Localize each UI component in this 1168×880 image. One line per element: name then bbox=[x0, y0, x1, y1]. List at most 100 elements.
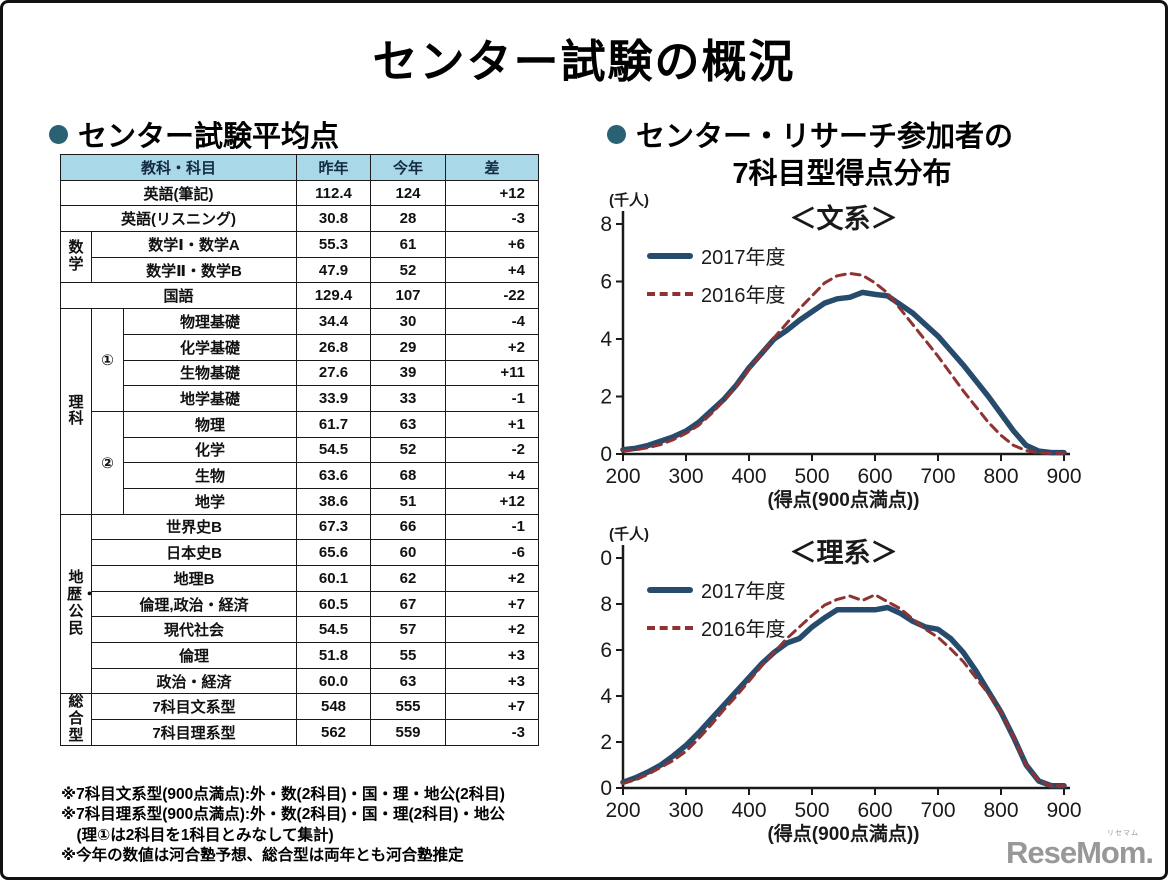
table-row: 数学 数学Ⅰ・数学A 55.3 61 +6 bbox=[60, 231, 539, 284]
cell-diff: -1 bbox=[445, 513, 539, 541]
chart-title-bunkei: ＜文系＞ bbox=[789, 204, 898, 234]
cell-this: 63 bbox=[370, 667, 446, 695]
legend: 2017年度 2016年度 bbox=[647, 575, 786, 642]
distribution-heading-line2: 7科目型得点分布 bbox=[732, 158, 952, 190]
cell-this: 29 bbox=[370, 333, 446, 361]
cell-diff: +12 bbox=[445, 179, 539, 207]
table-row: 英語(筆記) 112.4 124 +12 bbox=[60, 179, 539, 207]
cell-last: 562 bbox=[296, 719, 371, 746]
cell-this: 39 bbox=[370, 359, 446, 387]
table-row: 国語 129.4 107 -22 bbox=[60, 282, 539, 310]
cell-last: 38.6 bbox=[296, 487, 371, 515]
cell-diff: +4 bbox=[445, 256, 539, 284]
cell-last: 60.5 bbox=[296, 590, 371, 618]
cell-diff: +11 bbox=[445, 359, 539, 387]
svg-text:900: 900 bbox=[1046, 799, 1081, 822]
legend-row-2017: 2017年度 bbox=[647, 241, 786, 270]
table-row: 地学 38.6 51 +12 bbox=[61, 487, 539, 515]
cell-diff: -3 bbox=[445, 719, 539, 746]
table-row: 化学基礎 26.8 29 +2 bbox=[61, 333, 539, 361]
resemom-logo-text: ReseMom. bbox=[1005, 835, 1154, 870]
cell-this: 61 bbox=[370, 231, 446, 258]
cell-subject: 物理基礎 bbox=[123, 308, 297, 335]
cell-last: 27.6 bbox=[296, 359, 371, 387]
cell-diff: +3 bbox=[445, 642, 539, 669]
cell-subject: 生物 bbox=[123, 462, 297, 489]
chart-title-rikei: ＜理系＞ bbox=[789, 538, 898, 568]
col-header-subject: 教科・科目 bbox=[60, 154, 297, 181]
group-science: 理科 bbox=[60, 308, 92, 515]
cell-subject: 生物基礎 bbox=[123, 359, 297, 387]
chart-bunkei: (千人) ＜文系＞ 0 2 4 6 8 200 300 400 500 600 700 800 900 … bbox=[601, 189, 1111, 523]
cell-last: 60.1 bbox=[296, 565, 371, 592]
cell-last: 51.8 bbox=[296, 642, 371, 669]
svg-text:2: 2 bbox=[601, 386, 612, 409]
cell-subject: 化学 bbox=[123, 436, 297, 464]
cell-this: 52 bbox=[370, 256, 446, 284]
average-score-table: 教科・科目 昨年 今年 差 英語(筆記) 112.4 124 +12 英語(リス… bbox=[60, 154, 539, 746]
svg-text:700: 700 bbox=[920, 799, 955, 822]
group-math: 数学 bbox=[60, 231, 92, 284]
legend-row-2016: 2016年度 bbox=[647, 613, 786, 642]
chart-rikei: (千人) ＜理系＞ 0 2 4 6 8 10 200 300 400 500 600 700 800 90… bbox=[601, 523, 1111, 857]
svg-text:4: 4 bbox=[601, 328, 612, 351]
cell-diff: +2 bbox=[445, 333, 539, 361]
group-science-2: ② bbox=[91, 410, 124, 515]
y-axis-unit-label: (千人) bbox=[609, 192, 649, 209]
col-header-diff: 差 bbox=[445, 154, 539, 181]
svg-text:300: 300 bbox=[668, 465, 703, 488]
table-row: 倫理,政治・経済 60.5 67 +7 bbox=[61, 590, 539, 618]
svg-text:6: 6 bbox=[601, 639, 612, 662]
legend-line-2017-icon bbox=[647, 586, 693, 593]
cell-diff: -1 bbox=[445, 385, 539, 412]
bullet-icon bbox=[607, 124, 626, 144]
cell-subject: 数学Ⅱ・数学B bbox=[91, 256, 297, 284]
cell-this: 63 bbox=[370, 410, 446, 438]
col-header-this-year: 今年 bbox=[370, 154, 446, 181]
cell-subject: 地学基礎 bbox=[123, 385, 297, 412]
svg-text:300: 300 bbox=[668, 799, 703, 822]
cell-last: 55.3 bbox=[296, 231, 371, 258]
cell-diff: +7 bbox=[445, 693, 539, 721]
resemom-logo-furigana: リセマム bbox=[1107, 830, 1139, 837]
resemom-logo: リセマム ReseMom. bbox=[1005, 830, 1154, 871]
cell-last: 47.9 bbox=[296, 256, 371, 284]
cell-subject: 倫理 bbox=[91, 642, 297, 669]
cell-diff: +4 bbox=[445, 462, 539, 489]
table-header-row: 教科・科目 昨年 今年 差 bbox=[60, 154, 539, 181]
cell-diff: -2 bbox=[445, 436, 539, 464]
legend-label-2016: 2016年度 bbox=[701, 619, 786, 641]
table-row: 総合型 7科目文系型 548 555 +7 bbox=[60, 693, 539, 746]
cell-this: 68 bbox=[370, 462, 446, 489]
legend-row-2017: 2017年度 bbox=[647, 575, 786, 604]
legend-line-2016-icon bbox=[647, 625, 693, 630]
cell-this: 57 bbox=[370, 616, 446, 644]
cell-this: 555 bbox=[370, 693, 446, 721]
group-science-1: ① bbox=[91, 308, 124, 412]
bullet-icon bbox=[49, 124, 68, 144]
cell-subject: 物理 bbox=[123, 410, 297, 438]
legend-line-2016-icon bbox=[647, 291, 693, 296]
cell-subject: 地理B bbox=[91, 565, 297, 592]
cell-this: 55 bbox=[370, 642, 446, 669]
cell-subject: 英語(リスニング) bbox=[60, 205, 297, 233]
svg-text:400: 400 bbox=[731, 799, 766, 822]
footnote-line: ※今年の数値は河合塾予想、総合型は両年とも河合塾推定 bbox=[61, 847, 464, 865]
cell-diff: +12 bbox=[445, 487, 539, 515]
cell-this: 559 bbox=[370, 719, 446, 746]
distribution-heading: センター・リサーチ参加者の bbox=[607, 113, 1013, 155]
table-row: 地理B 60.1 62 +2 bbox=[61, 565, 539, 592]
svg-text:500: 500 bbox=[794, 799, 829, 822]
cell-subject: 政治・経済 bbox=[91, 667, 297, 695]
svg-text:900: 900 bbox=[1046, 465, 1081, 488]
group-geo-civics: 地歴・公民 bbox=[60, 513, 92, 695]
cell-last: 54.5 bbox=[296, 616, 371, 644]
table-row: 英語(リスニング) 30.8 28 -3 bbox=[60, 205, 539, 233]
score-distribution-plot-rikei: 0 2 4 6 8 10 200 300 400 500 600 700 800 900 bbox=[601, 545, 1082, 822]
average-score-heading-label: センター試験平均点 bbox=[78, 121, 340, 153]
svg-text:200: 200 bbox=[605, 465, 640, 488]
table-row: 生物 63.6 68 +4 bbox=[61, 462, 539, 489]
cell-last: 129.4 bbox=[296, 282, 371, 310]
table-row: 理科 ① 物理基礎 34.4 30 -4 bbox=[60, 308, 539, 515]
